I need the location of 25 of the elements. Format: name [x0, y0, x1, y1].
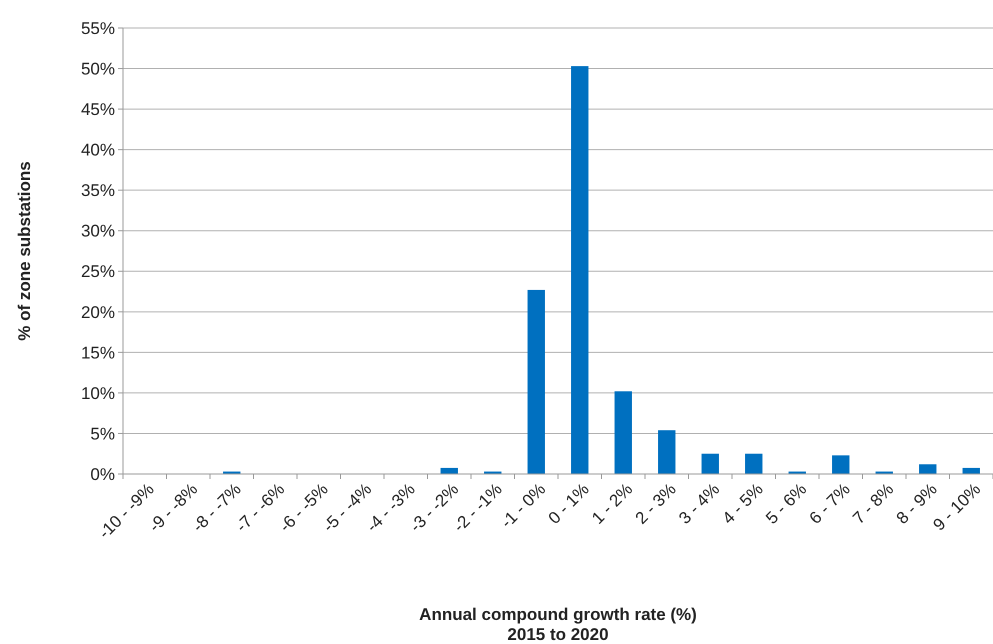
y-axis-title: % of zone substations [15, 161, 34, 341]
bar [745, 454, 762, 474]
bar [962, 468, 980, 474]
bar [614, 391, 632, 474]
y-tick-label: 45% [80, 100, 115, 120]
y-tick-label: 15% [80, 343, 115, 362]
y-tick-label: 20% [80, 302, 115, 322]
bar [571, 66, 588, 474]
x-tick-label: 7 - 8% [849, 480, 898, 528]
bar [440, 468, 458, 474]
bar [919, 464, 936, 474]
y-tick-label: 35% [80, 181, 115, 200]
y-tick-label: 5% [90, 424, 115, 444]
y-tick-label: 55% [80, 18, 115, 38]
bar [702, 454, 719, 474]
y-tick-label: 40% [80, 140, 115, 160]
bar [832, 455, 850, 474]
y-tick-label: 30% [80, 222, 115, 241]
y-tick-label: 25% [80, 262, 115, 282]
y-tick-label: 50% [80, 59, 115, 78]
y-tick-label: 0% [90, 464, 115, 484]
bar [658, 430, 676, 474]
x-axis-title: Annual compound growth rate (%) 2015 to 2020 [419, 605, 697, 644]
bar [528, 290, 545, 474]
y-tick-label: 10% [80, 384, 115, 403]
